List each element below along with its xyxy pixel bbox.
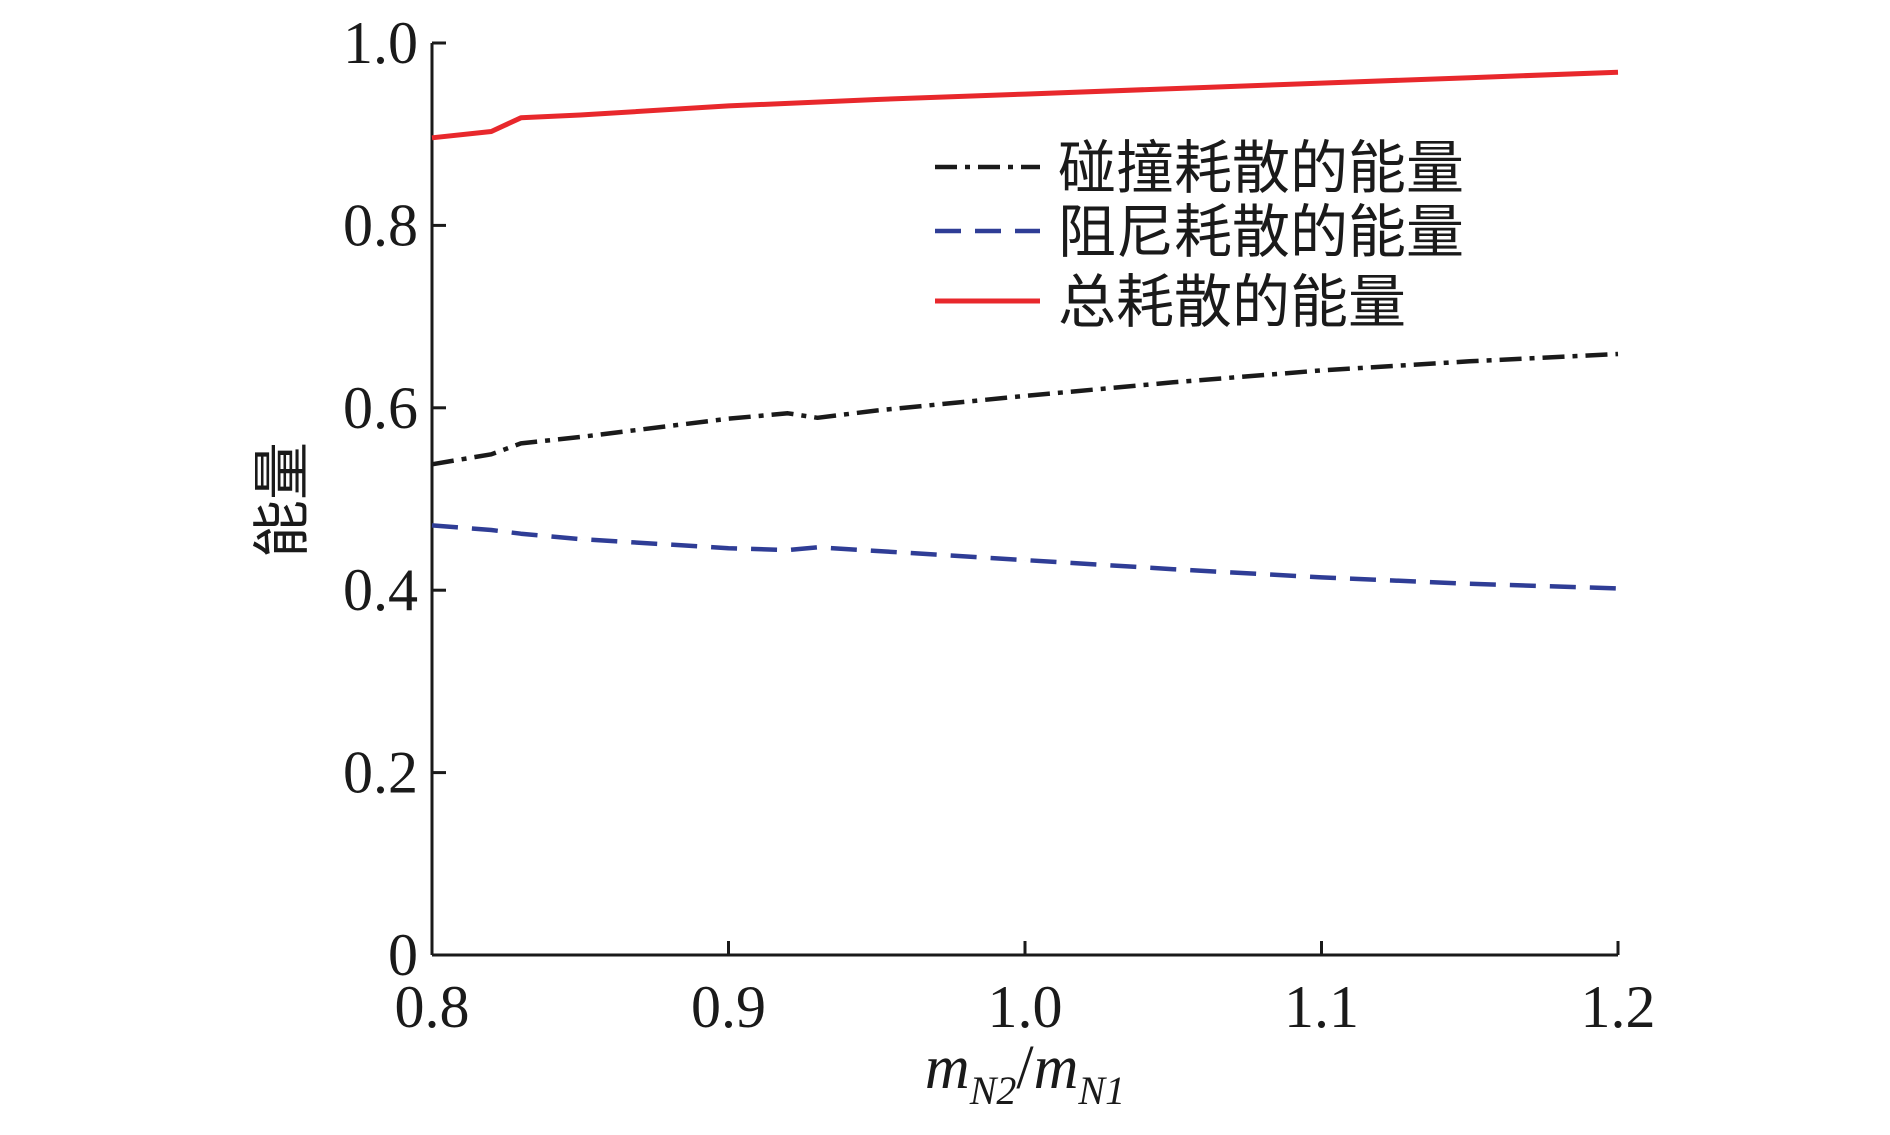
x-tick-label: 1.1 xyxy=(1284,974,1359,1040)
x-axis-label-part: / xyxy=(1016,1034,1034,1102)
y-tick-label: 0.4 xyxy=(343,557,418,623)
legend-label-1: 碰撞耗散的能量 xyxy=(1058,134,1464,202)
series-line-3 xyxy=(432,72,1618,138)
y-tick-label: 0.2 xyxy=(343,740,418,806)
x-tick-label: 0.8 xyxy=(395,974,470,1040)
y-tick-label: 1.0 xyxy=(343,10,418,76)
y-tick-label: 0.8 xyxy=(343,192,418,258)
x-tick-label: 1.2 xyxy=(1581,974,1656,1040)
x-tick-label: 0.9 xyxy=(691,974,766,1040)
series-line-1 xyxy=(432,354,1618,464)
x-tick-label: 1.0 xyxy=(988,974,1063,1040)
legend-label-3: 总耗散的能量 xyxy=(1058,268,1406,336)
x-axis-label-part: N1 xyxy=(1077,1068,1125,1113)
x-axis-label-part: m xyxy=(1034,1034,1079,1102)
legend-label-2: 阻尼耗散的能量 xyxy=(1058,198,1464,266)
x-axis-label-part: m xyxy=(925,1034,970,1102)
series-line-2 xyxy=(432,525,1618,588)
y-tick-label: 0.6 xyxy=(343,375,418,441)
y-axis-label: 能量 xyxy=(248,442,316,558)
x-axis-label-part: N2 xyxy=(969,1068,1017,1113)
x-axis-label: mN2/mN1 xyxy=(925,1034,1125,1113)
